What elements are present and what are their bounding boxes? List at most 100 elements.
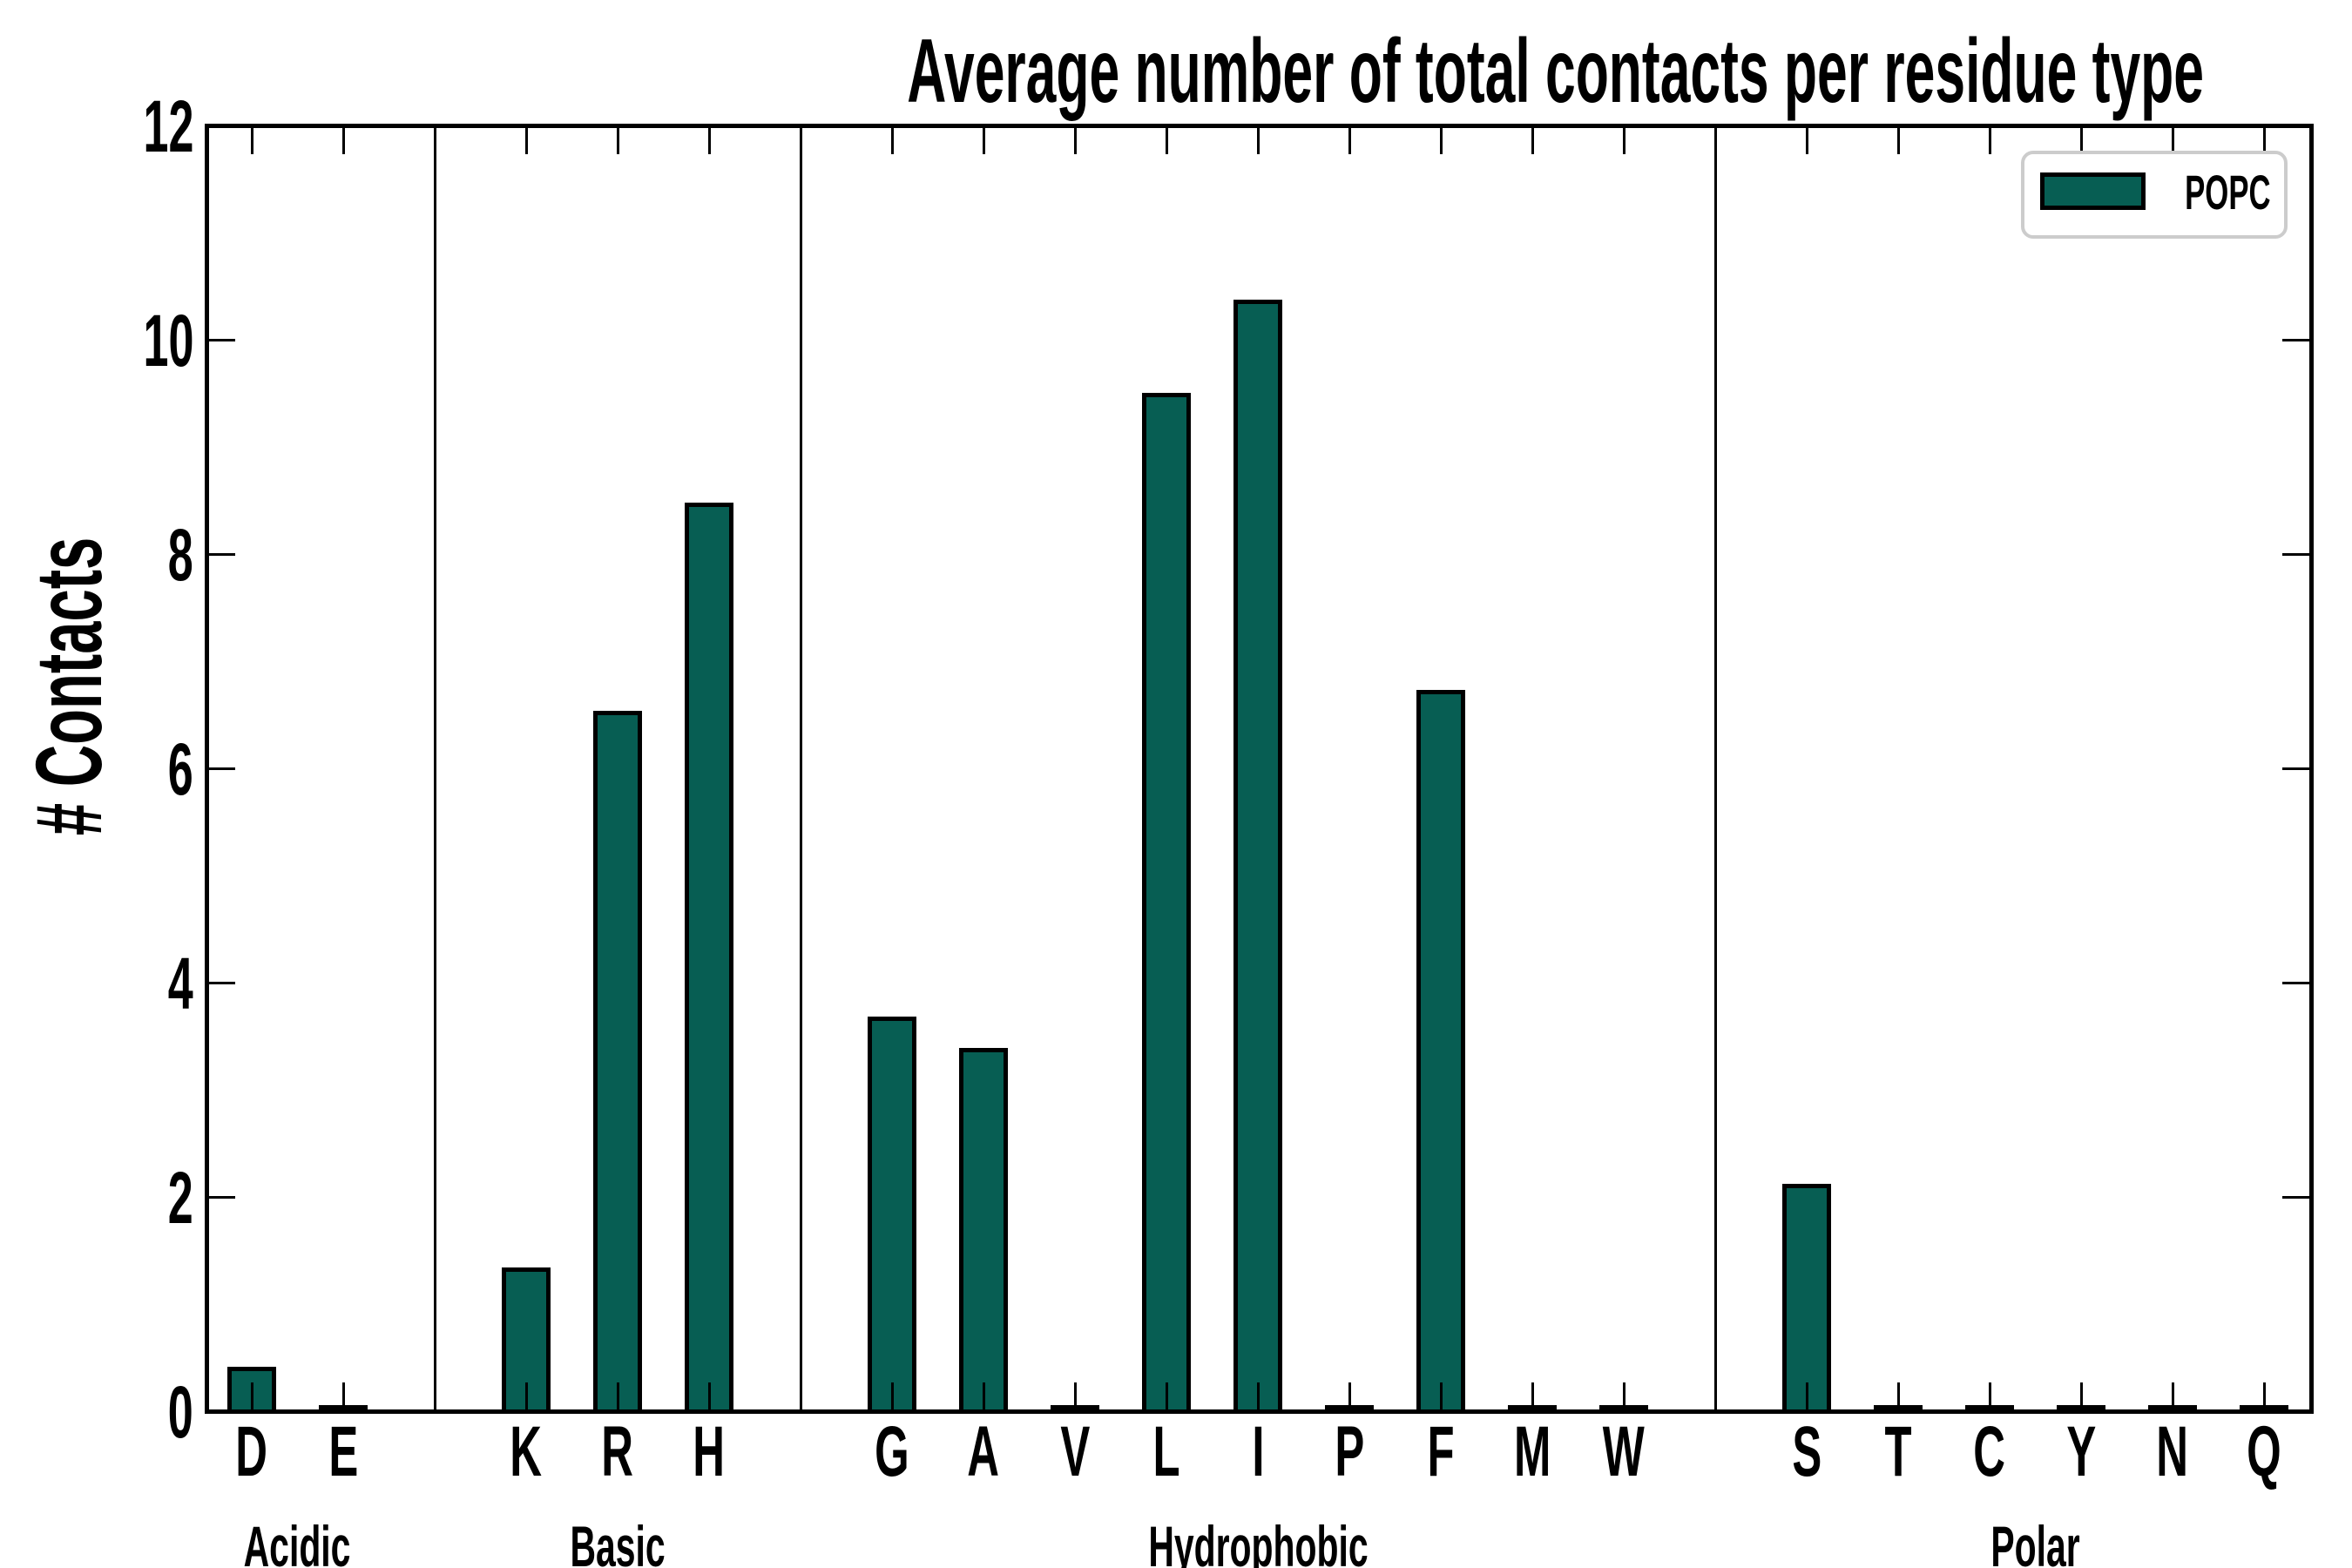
x-tick-label-N: N [2085, 1416, 2260, 1488]
group-label-text: Basic [570, 1514, 666, 1568]
y-tick-right-12 [2282, 124, 2311, 127]
x-tick-label-text: P [1335, 1412, 1364, 1491]
x-tick-label-T: T [1811, 1416, 1985, 1488]
x-tick-bottom-M [1531, 1382, 1534, 1411]
x-tick-label-text: L [1152, 1412, 1180, 1491]
x-tick-top-C [1988, 125, 1991, 154]
chart-title: Average number of total contacts per res… [475, 26, 2204, 117]
legend-swatch-popc [2040, 172, 2146, 210]
x-tick-bottom-L [1165, 1382, 1168, 1411]
x-tick-bottom-S [1805, 1382, 1808, 1411]
x-tick-top-Q [2262, 125, 2266, 154]
y-tick-left-0 [206, 1409, 235, 1413]
x-tick-label-Y: Y [1994, 1416, 2168, 1488]
y-tick-right-8 [2282, 552, 2311, 556]
y-tick-label-text: 4 [168, 943, 193, 1024]
bar-G [868, 1017, 916, 1411]
x-tick-bottom-Q [2262, 1382, 2266, 1411]
group-label-polar: Polar [1818, 1517, 2254, 1568]
x-tick-label-text: Q [2247, 1412, 2281, 1491]
y-tick-label-text: 10 [143, 300, 193, 382]
y-tick-label-6: 6 [0, 733, 193, 806]
y-tick-right-10 [2282, 338, 2311, 341]
x-tick-top-W [1622, 125, 1625, 154]
y-tick-label-text: 6 [168, 728, 193, 810]
y-tick-label-text: 12 [143, 85, 193, 167]
legend: POPC [2021, 151, 2288, 239]
x-tick-top-P [1348, 125, 1351, 154]
group-label-hydrophobic: Hydrophobic [1040, 1517, 1476, 1568]
y-tick-left-6 [206, 767, 235, 770]
x-tick-label-text: G [875, 1412, 909, 1491]
x-tick-bottom-K [524, 1382, 528, 1411]
x-tick-bottom-G [890, 1382, 894, 1411]
x-tick-label-text: R [601, 1412, 634, 1491]
x-tick-top-L [1165, 125, 1168, 154]
x-tick-label-text: S [1792, 1412, 1821, 1491]
x-tick-label-R: R [531, 1416, 705, 1488]
x-tick-bottom-H [707, 1382, 711, 1411]
x-tick-label-text: V [1060, 1412, 1090, 1491]
x-tick-label-C: C [1903, 1416, 2077, 1488]
x-tick-bottom-A [982, 1382, 985, 1411]
x-tick-top-H [707, 125, 711, 154]
y-tick-right-6 [2282, 767, 2311, 770]
x-tick-top-N [2171, 125, 2174, 154]
x-tick-top-I [1256, 125, 1260, 154]
x-tick-top-Y [2079, 125, 2083, 154]
x-tick-label-E: E [256, 1416, 430, 1488]
bar-F [1416, 690, 1465, 1411]
x-tick-label-Q: Q [2177, 1416, 2351, 1488]
y-tick-left-4 [206, 981, 235, 984]
y-tick-label-4: 4 [0, 947, 193, 1020]
legend-label-text: POPC [2185, 165, 2271, 220]
x-tick-label-text: C [1973, 1412, 2006, 1491]
x-tick-label-G: G [805, 1416, 979, 1488]
y-tick-label-10: 10 [0, 304, 193, 377]
x-tick-label-text: E [328, 1412, 358, 1491]
x-tick-label-text: K [510, 1412, 543, 1491]
bar-A [959, 1047, 1008, 1411]
x-tick-label-P: P [1262, 1416, 1436, 1488]
x-tick-label-L: L [1079, 1416, 1254, 1488]
x-tick-label-text: M [1513, 1412, 1551, 1491]
group-label-text: Polar [1990, 1514, 2080, 1568]
x-tick-top-D [250, 125, 253, 154]
y-tick-right-2 [2282, 1195, 2311, 1199]
x-tick-bottom-T [1896, 1382, 1900, 1411]
x-tick-label-W: W [1537, 1416, 1711, 1488]
x-tick-bottom-Y [2079, 1382, 2083, 1411]
group-label-acidic: Acidic [80, 1517, 516, 1568]
y-tick-left-2 [206, 1195, 235, 1199]
bar-H [685, 502, 733, 1411]
x-tick-label-text: T [1884, 1412, 1912, 1491]
x-tick-bottom-C [1988, 1382, 1991, 1411]
x-tick-label-K: K [439, 1416, 613, 1488]
x-tick-bottom-I [1256, 1382, 1260, 1411]
y-tick-right-4 [2282, 981, 2311, 984]
x-tick-label-text: I [1251, 1412, 1265, 1491]
y-tick-label-text: 0 [168, 1371, 193, 1453]
y-tick-left-10 [206, 338, 235, 341]
y-tick-left-8 [206, 552, 235, 556]
x-tick-label-F: F [1354, 1416, 1528, 1488]
x-tick-bottom-P [1348, 1382, 1351, 1411]
group-divider-0 [433, 125, 436, 1411]
group-label-text: Hydrophobic [1147, 1514, 1369, 1568]
x-tick-top-K [524, 125, 528, 154]
y-tick-left-12 [206, 124, 235, 127]
bar-S [1782, 1184, 1831, 1411]
bar-L [1142, 393, 1191, 1411]
x-tick-bottom-N [2171, 1382, 2174, 1411]
x-tick-bottom-F [1439, 1382, 1443, 1411]
bar-R [593, 710, 642, 1411]
y-tick-label-0: 0 [0, 1375, 193, 1449]
x-tick-top-F [1439, 125, 1443, 154]
group-divider-1 [799, 125, 802, 1411]
x-tick-label-I: I [1171, 1416, 1345, 1488]
x-tick-label-text: Y [2066, 1412, 2096, 1491]
x-tick-top-R [616, 125, 619, 154]
x-tick-label-text: A [967, 1412, 1000, 1491]
chart-title-text: Average number of total contacts per res… [907, 21, 2204, 122]
